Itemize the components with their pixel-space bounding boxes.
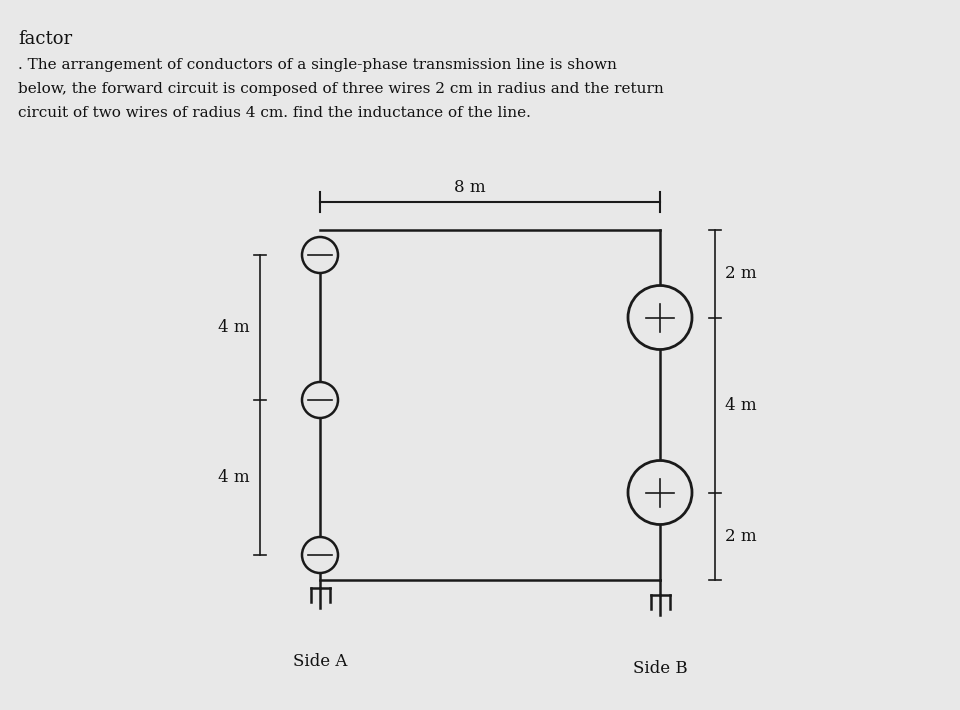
Circle shape xyxy=(302,537,338,573)
Text: factor: factor xyxy=(18,30,72,48)
Text: 4 m: 4 m xyxy=(218,469,250,486)
Text: Side B: Side B xyxy=(633,660,687,677)
Text: 4 m: 4 m xyxy=(218,319,250,336)
Text: circuit of two wires of radius 4 cm. find the inductance of the line.: circuit of two wires of radius 4 cm. fin… xyxy=(18,106,531,120)
Text: below, the forward circuit is composed of three wires 2 cm in radius and the ret: below, the forward circuit is composed o… xyxy=(18,82,663,96)
Text: Side A: Side A xyxy=(293,653,348,670)
Circle shape xyxy=(628,461,692,525)
Circle shape xyxy=(302,382,338,418)
Text: 2 m: 2 m xyxy=(725,266,756,283)
Text: 8 m: 8 m xyxy=(454,179,486,196)
Text: 2 m: 2 m xyxy=(725,528,756,545)
Circle shape xyxy=(302,237,338,273)
Text: . The arrangement of conductors of a single-phase transmission line is shown: . The arrangement of conductors of a sin… xyxy=(18,58,617,72)
Circle shape xyxy=(628,285,692,349)
Text: 4 m: 4 m xyxy=(725,396,756,413)
